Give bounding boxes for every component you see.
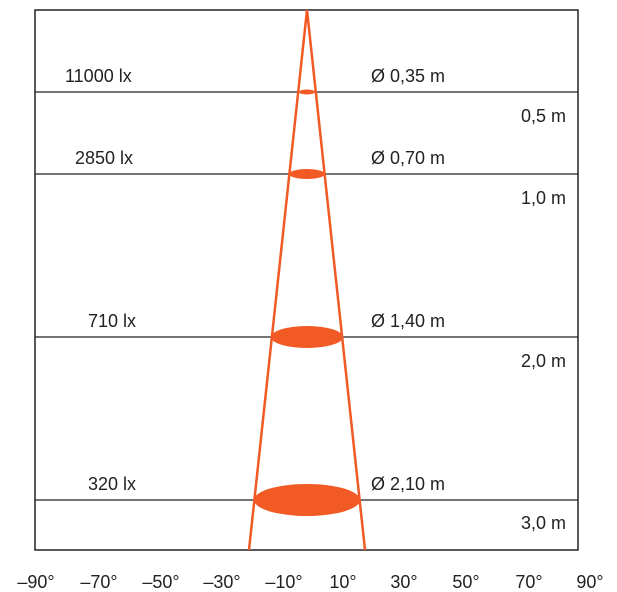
diameter-label: Ø 2,10 m bbox=[371, 474, 445, 494]
angle-tick-label: 10° bbox=[329, 572, 356, 592]
lux-label: 11000 lx bbox=[65, 66, 132, 86]
beam-spot-1-0m bbox=[289, 169, 325, 179]
distance-label: 0,5 m bbox=[521, 106, 566, 126]
angle-tick-label: 50° bbox=[452, 572, 479, 592]
diameter-label: Ø 0,70 m bbox=[371, 148, 445, 168]
angle-tick-label: 30° bbox=[390, 572, 417, 592]
beam-spot-2-0m bbox=[271, 326, 343, 348]
angle-tick-label: –70° bbox=[80, 572, 117, 592]
distance-label: 3,0 m bbox=[521, 513, 566, 533]
lux-label: 2850 lx bbox=[75, 148, 133, 168]
beam-spot-0-5m bbox=[299, 89, 315, 95]
angle-tick-label: –90° bbox=[17, 572, 54, 592]
angle-tick-label: 70° bbox=[515, 572, 542, 592]
beam-cone-left-edge bbox=[247, 9, 309, 551]
lux-label: 320 lx bbox=[88, 474, 136, 494]
diameter-label: Ø 0,35 m bbox=[371, 66, 445, 86]
angle-tick-label: –10° bbox=[265, 572, 302, 592]
diameter-label: Ø 1,40 m bbox=[371, 311, 445, 331]
distance-label: 1,0 m bbox=[521, 188, 566, 208]
angle-tick-label: 90° bbox=[576, 572, 603, 592]
angle-tick-label: –30° bbox=[203, 572, 240, 592]
lux-label: 710 lx bbox=[88, 311, 136, 331]
beam-cone-right-edge bbox=[305, 9, 367, 551]
angle-tick-label: –50° bbox=[142, 572, 179, 592]
beam-spot-3-0m bbox=[254, 484, 360, 516]
distance-label: 2,0 m bbox=[521, 351, 566, 371]
